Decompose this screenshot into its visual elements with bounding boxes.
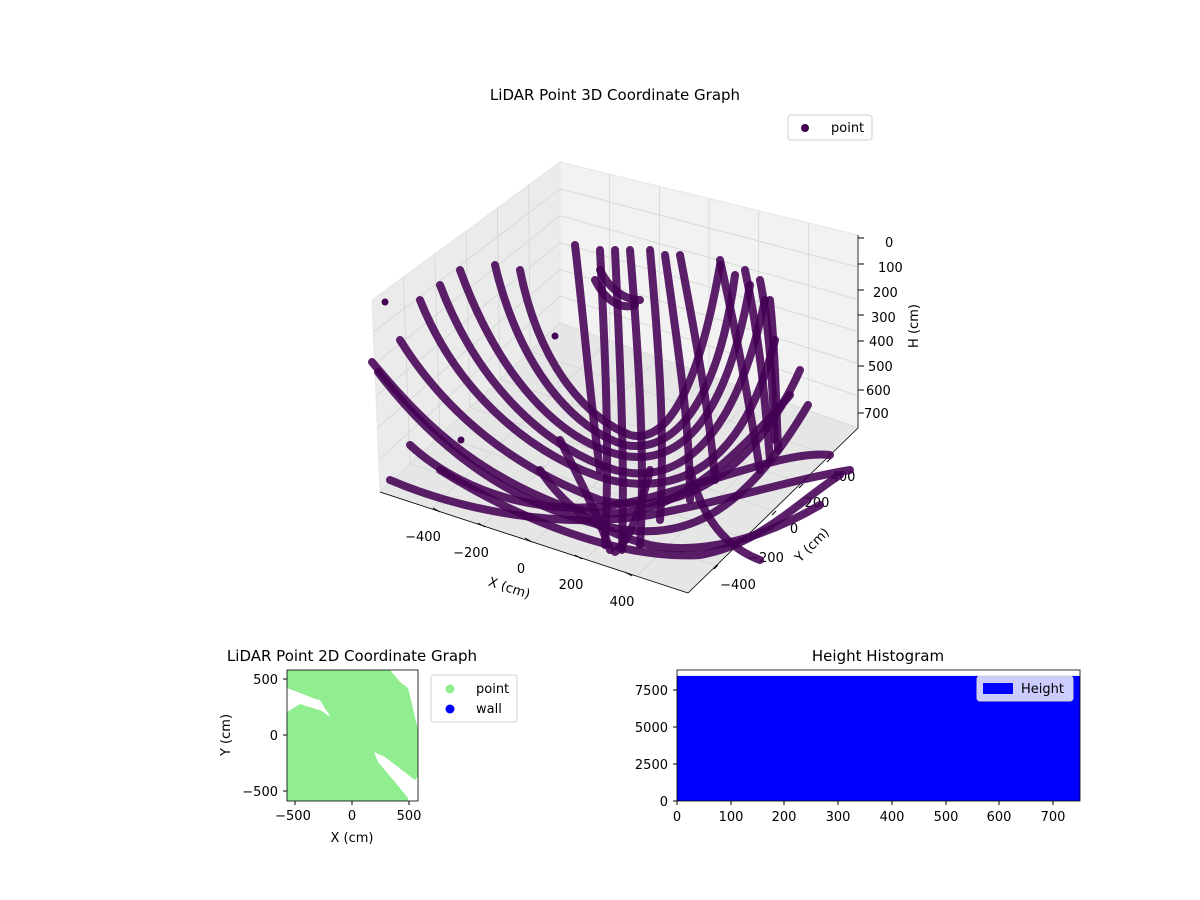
y-tick-label: 500 (253, 673, 278, 688)
x-tick-mark (432, 507, 441, 513)
point-arc (646, 246, 666, 524)
x-axis-line (379, 491, 689, 594)
legend-label-height: Height (1021, 682, 1064, 697)
x-tick-label: 400 (880, 810, 905, 825)
x-tick-label: 200 (772, 810, 797, 825)
x-tick-mark (574, 554, 583, 560)
y-tick-label: 0 (660, 795, 668, 810)
y-tick-label: −400 (720, 578, 756, 593)
y-ticks-hist: 0 2500 5000 7500 (635, 684, 677, 810)
z-tick-label: 700 (864, 407, 889, 422)
point-arc (686, 466, 764, 564)
y-tick-label: 0 (790, 522, 798, 537)
point-arc (386, 466, 854, 525)
point-arc (716, 256, 764, 474)
x-tick-mark (524, 537, 533, 543)
legend-marker-point (445, 684, 455, 694)
legend-label-point: point (476, 682, 509, 697)
point-arc (556, 436, 614, 554)
point-gap (287, 688, 330, 715)
y-tick-label: −500 (242, 785, 278, 800)
legend-label-point: point (831, 121, 864, 136)
x-tick-label: −400 (405, 530, 441, 545)
z-axis-label: H (cm) (907, 304, 922, 348)
z-tick-label: 200 (873, 286, 898, 301)
x-axis-label: X (cm) (331, 831, 374, 846)
point-region (287, 670, 418, 801)
point-arc (536, 466, 824, 553)
legend-marker-height (983, 683, 1013, 694)
point-arc (436, 281, 769, 478)
y-tick-label: 0 (270, 729, 278, 744)
grid-line (559, 295, 859, 397)
chart-3d-title: LiDAR Point 3D Coordinate Graph (490, 86, 740, 104)
x-tick-label: 300 (826, 810, 851, 825)
y-ticks-2d: 500 0 −500 Y (cm) (219, 673, 287, 800)
legend-frame (976, 675, 1074, 702)
y-tick-label: 7500 (635, 684, 668, 699)
x-tick-mark (624, 571, 633, 577)
chart-histogram: Height Histogram 0 100 200 300 400 500 6… (635, 647, 1081, 825)
plot-frame-hist (676, 669, 1081, 802)
x-tick-mark (477, 522, 486, 528)
z-tick-label: 400 (869, 335, 894, 350)
point-cloud-3d (368, 241, 854, 564)
x-tick-label: 0 (517, 562, 525, 577)
z-ticks: 0 100 200 300 400 500 600 700 H (cm) (858, 236, 922, 422)
x-ticks-2d: −500 0 500 X (cm) (275, 801, 421, 846)
chart-2d: LiDAR Point 2D Coordinate Graph −500 0 5… (219, 647, 518, 846)
point-arc (676, 251, 719, 484)
point-arc (741, 266, 774, 464)
point-arc (766, 296, 782, 454)
y-tick-mark (771, 510, 777, 516)
z-tick-label: 300 (871, 311, 896, 326)
x-tick-label: 600 (987, 810, 1012, 825)
histogram-legend: Height (976, 675, 1074, 702)
x-tick-label: 400 (610, 595, 635, 610)
point-arc (571, 241, 604, 474)
outlier-point (551, 332, 559, 340)
histogram-title: Height Histogram (812, 647, 944, 665)
chart-3d-legend: point (787, 114, 873, 141)
y-tick-label: 5000 (635, 721, 668, 736)
x-tick-label: 200 (559, 578, 584, 593)
x-tick-label: −200 (453, 546, 489, 561)
legend-marker-point (801, 124, 809, 132)
x-axis-label: X (cm) (486, 575, 532, 603)
chart-2d-title: LiDAR Point 2D Coordinate Graph (227, 647, 477, 665)
x-ticks-hist: 0 100 200 300 400 500 600 700 (673, 801, 1066, 825)
z-tick-label: 0 (885, 236, 893, 251)
outlier-point (381, 298, 389, 306)
chart-2d-legend: point wall (430, 674, 518, 723)
y-tick-label: 2500 (635, 758, 668, 773)
plot-area-2d (287, 670, 418, 801)
x-tick-label: 0 (673, 810, 681, 825)
point-arc (591, 276, 639, 311)
x-tick-label: 700 (1041, 810, 1066, 825)
point-arc (611, 466, 654, 556)
y-tick-mark (798, 483, 804, 489)
point-arc (436, 466, 844, 560)
y-axis-label: Y (cm) (219, 714, 234, 757)
x-tick-label: 500 (397, 809, 422, 824)
outlier-point (457, 436, 465, 444)
z-tick-label: 600 (866, 384, 891, 399)
x-tick-label: −500 (275, 809, 311, 824)
x-tick-label: 0 (348, 809, 356, 824)
legend-frame (787, 114, 873, 141)
chart-3d: LiDAR Point 3D Coordinate Graph −400 −20… (368, 86, 922, 610)
z-tick-label: 500 (868, 360, 893, 375)
x-tick-label: 100 (719, 810, 744, 825)
point-arc (596, 266, 644, 304)
legend-label-wall: wall (476, 702, 502, 717)
y-tick-mark (713, 564, 719, 570)
legend-marker-wall (445, 704, 455, 714)
z-tick-label: 100 (878, 261, 903, 276)
x-tick-label: 500 (934, 810, 959, 825)
